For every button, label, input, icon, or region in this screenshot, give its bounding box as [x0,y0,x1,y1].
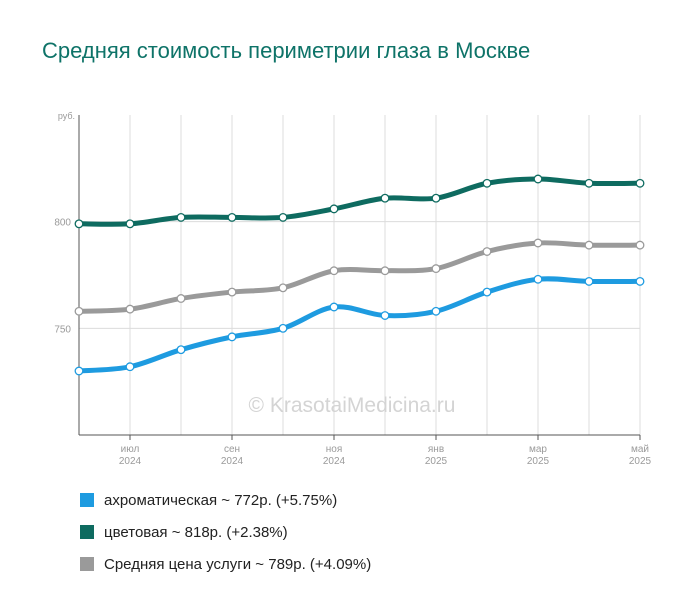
watermark: © KrasotaiMedicina.ru [249,394,456,417]
chart-title: Средняя стоимость периметрии глаза в Мос… [42,38,531,63]
y-tick-label: 750 [54,324,71,335]
legend-item[interactable]: ахроматическая ~ 772р. (+5.75%) [80,484,371,516]
series-layer [74,174,645,376]
y-axis-label: руб. [58,111,75,121]
data-point[interactable] [329,266,339,276]
data-point[interactable] [533,238,543,248]
data-point[interactable] [125,304,135,314]
data-point[interactable] [380,311,390,320]
data-point[interactable] [635,240,645,250]
data-point[interactable] [227,212,237,222]
series-line [76,276,643,374]
data-point[interactable] [227,332,237,342]
x-tick-label-month: май [631,444,649,455]
legend-label: цветовая ~ 818р. (+2.38%) [104,523,288,541]
legend-item[interactable]: цветовая ~ 818р. (+2.38%) [80,516,371,548]
legend-swatch [80,557,94,571]
data-point[interactable] [380,193,390,203]
series-Средняя цена услуги [74,238,645,316]
data-point[interactable] [227,287,237,297]
data-point[interactable] [329,302,339,312]
data-point[interactable] [176,345,186,355]
data-point[interactable] [635,178,645,188]
data-point[interactable] [533,274,543,284]
legend-label: Средняя цена услуги ~ 789р. (+4.09%) [104,555,372,573]
data-point[interactable] [482,247,492,256]
line-chart: руб.750800июл2024сен2024ноя2024янв2025ма… [54,111,651,467]
data-point[interactable] [584,240,594,250]
data-point[interactable] [329,204,339,214]
x-tick-label-year: 2025 [629,456,652,467]
data-point[interactable] [533,174,543,184]
data-point[interactable] [278,283,288,293]
data-point[interactable] [278,323,288,333]
x-tick-label-month: мар [529,444,547,455]
legend: ахроматическая ~ 772р. (+5.75%) цветовая … [80,484,371,580]
data-point[interactable] [278,212,288,222]
grid [78,115,641,440]
legend-swatch [80,493,94,507]
x-tick-label-year: 2024 [323,456,346,467]
data-point[interactable] [431,193,441,203]
x-tick-label-year: 2024 [221,456,244,467]
series-ахроматическая [74,274,645,376]
data-point[interactable] [176,212,186,222]
data-point[interactable] [380,266,390,276]
data-point[interactable] [74,219,84,229]
x-tick-label-month: июл [121,444,140,455]
x-tick-label-year: 2025 [425,456,448,467]
data-point[interactable] [125,362,135,372]
data-point[interactable] [74,366,84,376]
series-line [76,176,643,227]
series-цветовая [74,174,645,229]
x-tick-label-month: янв [428,444,444,455]
data-point[interactable] [125,219,135,229]
data-point[interactable] [431,306,441,316]
legend-label: ахроматическая ~ 772р. (+5.75%) [104,491,338,509]
data-point[interactable] [635,276,645,286]
x-tick-label-month: сен [224,444,240,455]
data-point[interactable] [482,287,492,297]
data-point[interactable] [74,306,84,316]
data-point[interactable] [584,178,594,188]
data-point[interactable] [482,178,492,188]
data-point[interactable] [431,264,441,274]
y-tick-label: 800 [54,218,71,229]
x-tick-label-year: 2024 [119,456,142,467]
x-tick-label-year: 2025 [527,456,550,467]
legend-item[interactable]: Средняя цена услуги ~ 789р. (+4.09%) [80,548,371,580]
x-tick-label-month: ноя [326,444,343,455]
data-point[interactable] [584,276,594,286]
axis-labels: руб.750800июл2024сен2024ноя2024янв2025ма… [54,111,651,467]
legend-swatch [80,525,94,539]
data-point[interactable] [176,294,186,303]
